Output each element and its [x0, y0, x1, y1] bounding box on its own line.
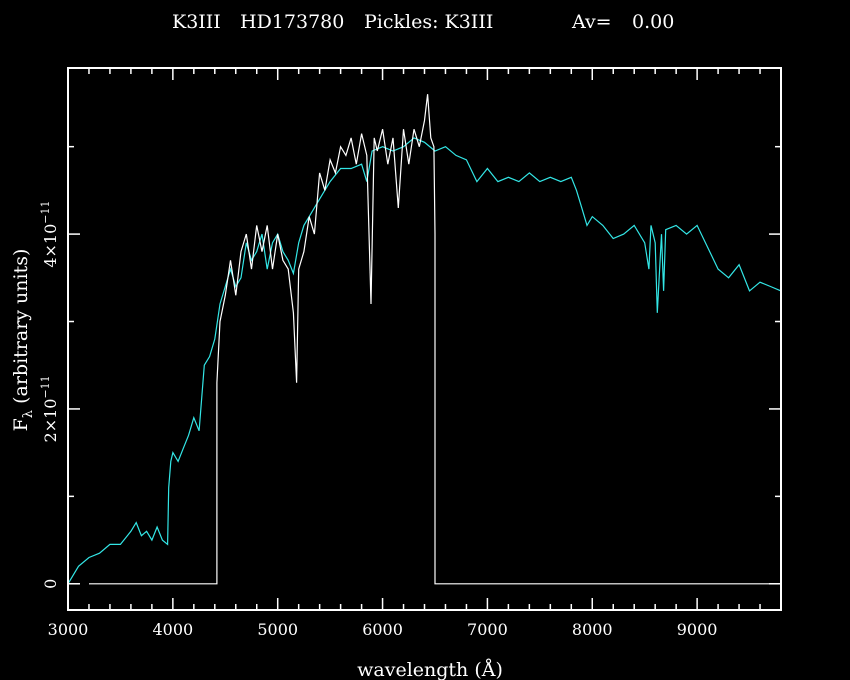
- observed-spectrum-line: [89, 94, 781, 585]
- x-tick-label: 3000: [48, 620, 89, 639]
- axes: 3000 4000 5000 6000 7000 8000 9000 0 2×10−11 4×10…: [39, 67, 782, 639]
- star-id-label: HD173780: [240, 11, 344, 33]
- x-tick-label: 6000: [362, 620, 403, 639]
- x-tick-label: 9000: [677, 620, 718, 639]
- plot-frame: [67, 67, 782, 611]
- chart-header: K3III HD173780 Pickles: K3III Av= 0.00: [172, 11, 674, 33]
- y-tick-label: 2×10−11: [39, 375, 60, 442]
- x-tick-label: 5000: [257, 620, 298, 639]
- x-tick-label: 7000: [467, 620, 508, 639]
- pickles-label: Pickles: K3III: [364, 11, 493, 33]
- av-value: 0.00: [632, 11, 674, 33]
- av-label: Av=: [571, 11, 612, 33]
- spectral-type-label: K3III: [172, 11, 221, 33]
- y-tick-label: 4×10−11: [39, 201, 60, 268]
- plot-area: [67, 94, 782, 585]
- x-axis-label: wavelength (Å): [357, 659, 503, 680]
- y-tick-label: 0: [41, 579, 60, 589]
- y-axis-label: Fλ (arbitrary units): [10, 249, 36, 432]
- x-tick-label: 4000: [152, 620, 193, 639]
- template-spectrum-line: [67, 137, 782, 585]
- x-tick-label: 8000: [572, 620, 613, 639]
